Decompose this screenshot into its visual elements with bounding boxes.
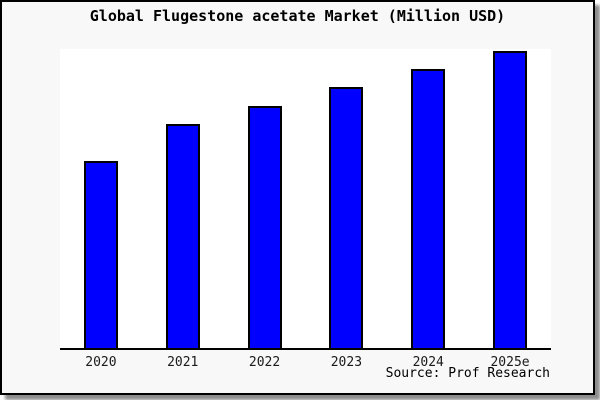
bar-slot bbox=[387, 49, 469, 348]
x-tick-label-2024: 2024 bbox=[412, 355, 444, 370]
chart-frame: Global Flugestone acetate Market (Millio… bbox=[0, 0, 595, 395]
x-tick-label-2023: 2023 bbox=[330, 355, 363, 370]
chart-title: Global Flugestone acetate Market (Millio… bbox=[89, 7, 506, 25]
x-tick-label-2021: 2021 bbox=[167, 355, 199, 370]
x-tick-label-2020: 2020 bbox=[85, 355, 117, 370]
plot-area bbox=[60, 49, 551, 350]
bar-slot bbox=[142, 49, 224, 348]
x-axis-labels: 2020 2021 2022 2023 2024 2025e bbox=[60, 355, 551, 370]
bar-slot bbox=[60, 49, 142, 348]
bar-2024 bbox=[411, 68, 446, 348]
x-tick-label-2025e: 2025e bbox=[490, 355, 530, 370]
bar-slot bbox=[305, 49, 387, 348]
bar-2023 bbox=[329, 86, 364, 348]
bar-2021 bbox=[165, 124, 200, 348]
bar-2020 bbox=[83, 161, 118, 348]
bar-2025e bbox=[493, 51, 528, 348]
x-tick-label-2022: 2022 bbox=[248, 355, 281, 370]
bar-slot bbox=[224, 49, 306, 348]
source-note: Source: Prof Research bbox=[385, 366, 550, 381]
bar-2022 bbox=[247, 105, 282, 348]
bar-slot bbox=[469, 49, 551, 348]
bars-container bbox=[60, 49, 551, 348]
